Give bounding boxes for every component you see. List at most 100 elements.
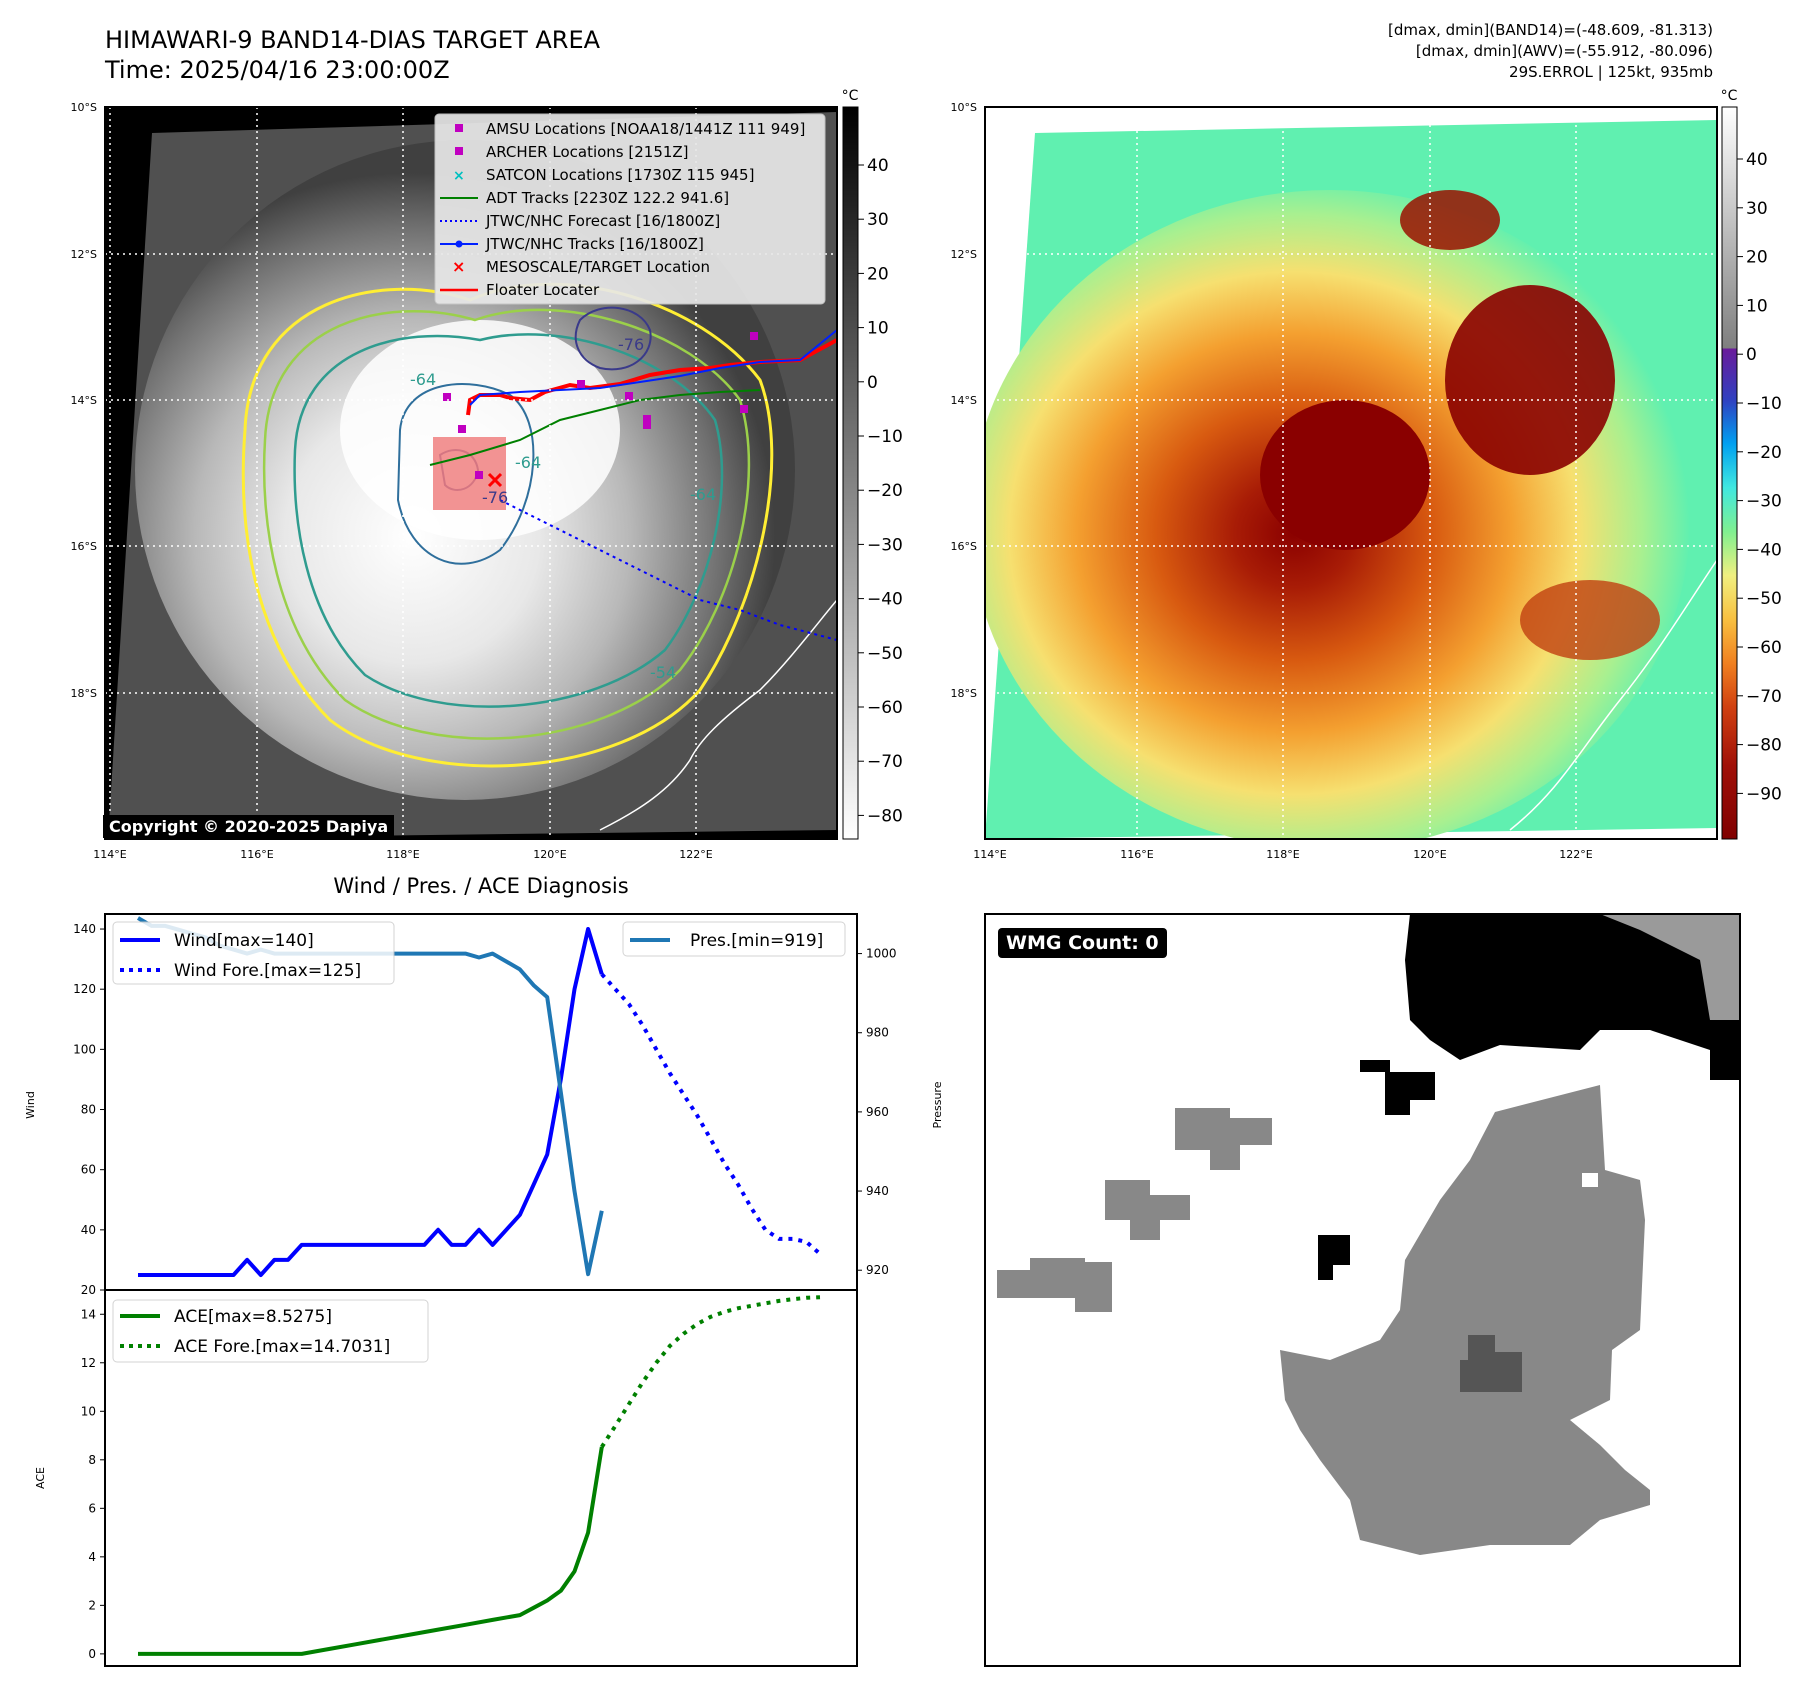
series-line — [600, 1295, 821, 1449]
color-cold-band-ne — [1445, 285, 1615, 475]
ace-tick-label: 14 — [81, 1307, 96, 1321]
wind-tick-label: 120 — [73, 982, 96, 996]
ace-lines — [138, 1295, 821, 1656]
colorbar-color-tick-label: −90 — [1746, 784, 1782, 804]
series-line — [138, 927, 604, 1277]
wind-tick-label: 60 — [81, 1163, 96, 1177]
pressure-tick-label: 980 — [866, 1026, 889, 1040]
wmg-black-region-small — [1360, 1060, 1435, 1115]
colorbar-gray-tick-label: 40 — [867, 156, 889, 176]
lat-label: 10°S — [951, 101, 977, 114]
colorbar-gray-tick-label: −40 — [867, 590, 903, 610]
legend-ace-fore: ACE Fore.[max=14.7031] — [174, 1337, 390, 1357]
lon-label: 116°E — [240, 848, 273, 861]
adt-track-line — [429, 389, 761, 466]
figure-time: Time: 2025/04/16 23:00:00Z — [105, 56, 450, 84]
wmg-gray-region-top-right — [1600, 914, 1740, 1020]
diagnosis-panel: Wind / Pres. / ACE Diagnosis 20406080100… — [24, 874, 944, 1667]
pressure-tick-label: 920 — [866, 1263, 889, 1277]
colorbar-color-tick-label: −60 — [1746, 638, 1782, 658]
wind-legend-box — [112, 921, 395, 985]
archer-marker — [475, 471, 483, 479]
legend-amsu: AMSU Locations [NOAA18/1441Z 111 949] — [486, 120, 805, 138]
ir-map-panel: -64 -64 -76 -76 -54 -64 AMSU Locations [… — [71, 88, 903, 861]
lon-label: 122°E — [679, 848, 712, 861]
lon-label: 118°E — [386, 848, 419, 861]
colorbar-gray-tick-label: 20 — [867, 264, 889, 284]
lat-label: 16°S — [951, 540, 977, 553]
contour-label: -64 — [690, 485, 716, 504]
colorbar-color-tick-label: −70 — [1746, 687, 1782, 707]
archer-marker — [458, 425, 466, 433]
colorbar-gray-unit: °C — [842, 88, 859, 104]
wmg-black-region-top — [1405, 914, 1740, 1080]
colorbar-color — [1721, 106, 1738, 840]
colorbar-gray-tick-label: −60 — [867, 698, 903, 718]
lon-label: 114°E — [973, 848, 1006, 861]
colorbar-color-tick-label: −20 — [1746, 443, 1782, 463]
legend-tracks: JTWC/NHC Tracks [16/1800Z] — [485, 235, 704, 253]
colorbar-color-unit: °C — [1721, 88, 1738, 104]
series-line — [138, 1446, 604, 1656]
diagnosis-title: Wind / Pres. / ACE Diagnosis — [333, 874, 628, 898]
colorbar-color-tick-label: 40 — [1746, 150, 1768, 170]
colorbar-color-tick-label: −40 — [1746, 540, 1782, 560]
ace-tick-label: 2 — [88, 1598, 96, 1612]
ace-legend-box — [112, 1299, 429, 1363]
ace-tick-label: 6 — [88, 1501, 96, 1515]
ace-axis-ticks: 0 2 4 6 8 10 12 14 — [81, 1307, 105, 1661]
lat-label: 12°S — [71, 248, 97, 261]
lat-label: 10°S — [71, 101, 97, 114]
colorbar-gray-tick-label: −50 — [867, 644, 903, 664]
lon-label: 114°E — [93, 848, 126, 861]
contour-label: -76 — [482, 488, 508, 507]
colorbar-color-tick-label: −50 — [1746, 589, 1782, 609]
wind-tick-label: 100 — [73, 1042, 96, 1056]
legend-adt: ADT Tracks [2230Z 122.2 941.6] — [486, 189, 729, 207]
copyright-label: Copyright © 2020-2025 Dapiya — [103, 815, 395, 838]
wmg-panel — [984, 913, 1741, 1667]
lon-label: 118°E — [1266, 848, 1299, 861]
pressure-tick-label: 960 — [866, 1105, 889, 1119]
amsu-marker — [750, 332, 758, 340]
ace-tick-label: 12 — [81, 1356, 96, 1370]
pressure-axis-ticks: 920 940 960 980 1000 — [857, 947, 897, 1277]
colorbar-gray-tick-label: 10 — [867, 319, 889, 339]
color-map-frame — [984, 106, 1718, 840]
pressure-ylabel: Pressure — [931, 1081, 944, 1128]
pres-legend-box — [622, 921, 846, 957]
target-marker — [487, 472, 503, 488]
amsu-marker — [625, 392, 633, 400]
lon-label: 120°E — [533, 848, 566, 861]
legend-target: MESOSCALE/TARGET Location — [486, 258, 710, 276]
wind-tick-label: 140 — [73, 922, 96, 936]
lat-label: 14°S — [71, 394, 97, 407]
pressure-tick-label: 940 — [866, 1184, 889, 1198]
lon-label: 116°E — [1120, 848, 1153, 861]
legend-pres: Pres.[min=919] — [690, 931, 823, 951]
colorbar-gray-tick-label: 30 — [867, 210, 889, 230]
dmax-dmin-band14: [dmax, dmin](BAND14)=(-48.609, -81.313) — [1388, 21, 1713, 39]
target-area-box — [433, 437, 506, 510]
wmg-frame — [984, 913, 1741, 1667]
amsu-marker — [740, 405, 748, 413]
legend-ace: ACE[max=8.5275] — [174, 1307, 332, 1327]
colorbar-color-tick-label: 0 — [1746, 345, 1757, 365]
coastline-left — [599, 599, 837, 831]
contour-label: -76 — [618, 335, 644, 354]
wind-tick-label: 80 — [81, 1103, 96, 1117]
lat-label: 18°S — [71, 687, 97, 700]
color-eyewall-core — [1260, 400, 1430, 550]
wind-axis-ticks: 20 40 60 80 100 120 140 — [73, 922, 105, 1297]
contour-teal-inner — [396, 383, 535, 565]
colorbar-gray-tick-label: −80 — [867, 806, 903, 826]
lat-label: 18°S — [951, 687, 977, 700]
colorbar-gray-tick-label: −70 — [867, 752, 903, 772]
lat-label: 16°S — [71, 540, 97, 553]
coastline-right — [1509, 559, 1717, 831]
wmg-gray-patch-1 — [1175, 1108, 1272, 1170]
legend-archer: ARCHER Locations [2151Z] — [486, 143, 689, 161]
colorbar-color-tick-label: −30 — [1746, 492, 1782, 512]
lat-label: 12°S — [951, 248, 977, 261]
colorbar-gray-tick-label: −30 — [867, 535, 903, 555]
